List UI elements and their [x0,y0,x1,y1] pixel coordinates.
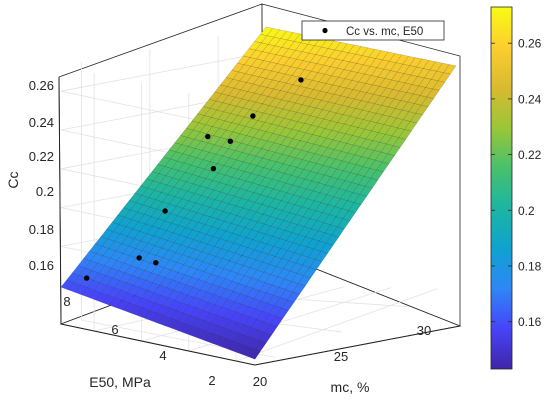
grid-line [235,288,438,362]
data-point [227,138,233,144]
x-tick-label: 30 [417,323,431,338]
y-tick-label: 4 [159,348,166,363]
legend-marker [322,27,328,34]
colorbar-tick-label: 0.22 [518,148,542,162]
colorbar-tick-label: 0.2 [518,204,535,218]
legend-box [301,20,445,41]
data-points [84,77,304,281]
colorbar-ticks: 0.16 0.18 0.2 0.22 0.24 0.26 [491,37,542,329]
data-point [136,255,142,261]
data-point [250,113,256,119]
y-tick-label: 2 [208,373,215,388]
colorbar-tick-label: 0.18 [518,259,542,273]
data-point [205,133,211,140]
x-tick-label: 25 [334,349,348,364]
colorbar-tick-label: 0.24 [518,92,542,106]
y-tick-label: 6 [111,322,118,337]
grid-line [60,51,267,92]
z-tick-label: 0.18 [29,222,54,237]
data-point [298,77,304,83]
colorbar-bar [490,6,513,370]
y-axis-line [60,323,256,366]
z-tick-label: 0.22 [29,149,54,164]
data-point [210,165,217,172]
z-axis-line [58,76,62,325]
front-axes [58,76,461,366]
z-axis-label: Cc [5,171,21,188]
data-point [84,275,90,281]
data-point [162,208,168,214]
x-axis-label: mc, % [331,379,370,395]
z-tick-label: 0.2 [36,184,54,199]
y-tick-label: 8 [63,294,70,309]
legend: Cc vs. mc, E50 [301,20,445,41]
colorbar-tick-label: 0.16 [518,315,542,329]
surface-cell [443,64,457,75]
colorbar: 0.16 0.18 0.2 0.22 0.24 0.26 [490,6,542,370]
z-tick-label: 0.26 [29,78,54,93]
z-tick-labels: 0.26 0.24 0.22 0.2 0.18 0.16 [29,78,54,273]
z-tick-label: 0.16 [29,258,54,273]
x-axis-line [254,325,461,366]
surface-mesh [60,26,457,360]
y-axis-label: E50, MPa [89,374,151,390]
data-point [153,260,159,266]
x-tick-labels: 20 25 30 [253,323,431,389]
legend-entry: Cc vs. mc, E50 [346,26,423,38]
colorbar-tick-label: 0.26 [518,37,542,51]
z-tick-label: 0.24 [29,115,54,130]
x-tick-label: 20 [253,374,267,389]
y-tick-labels: 8 6 4 2 [63,294,215,388]
